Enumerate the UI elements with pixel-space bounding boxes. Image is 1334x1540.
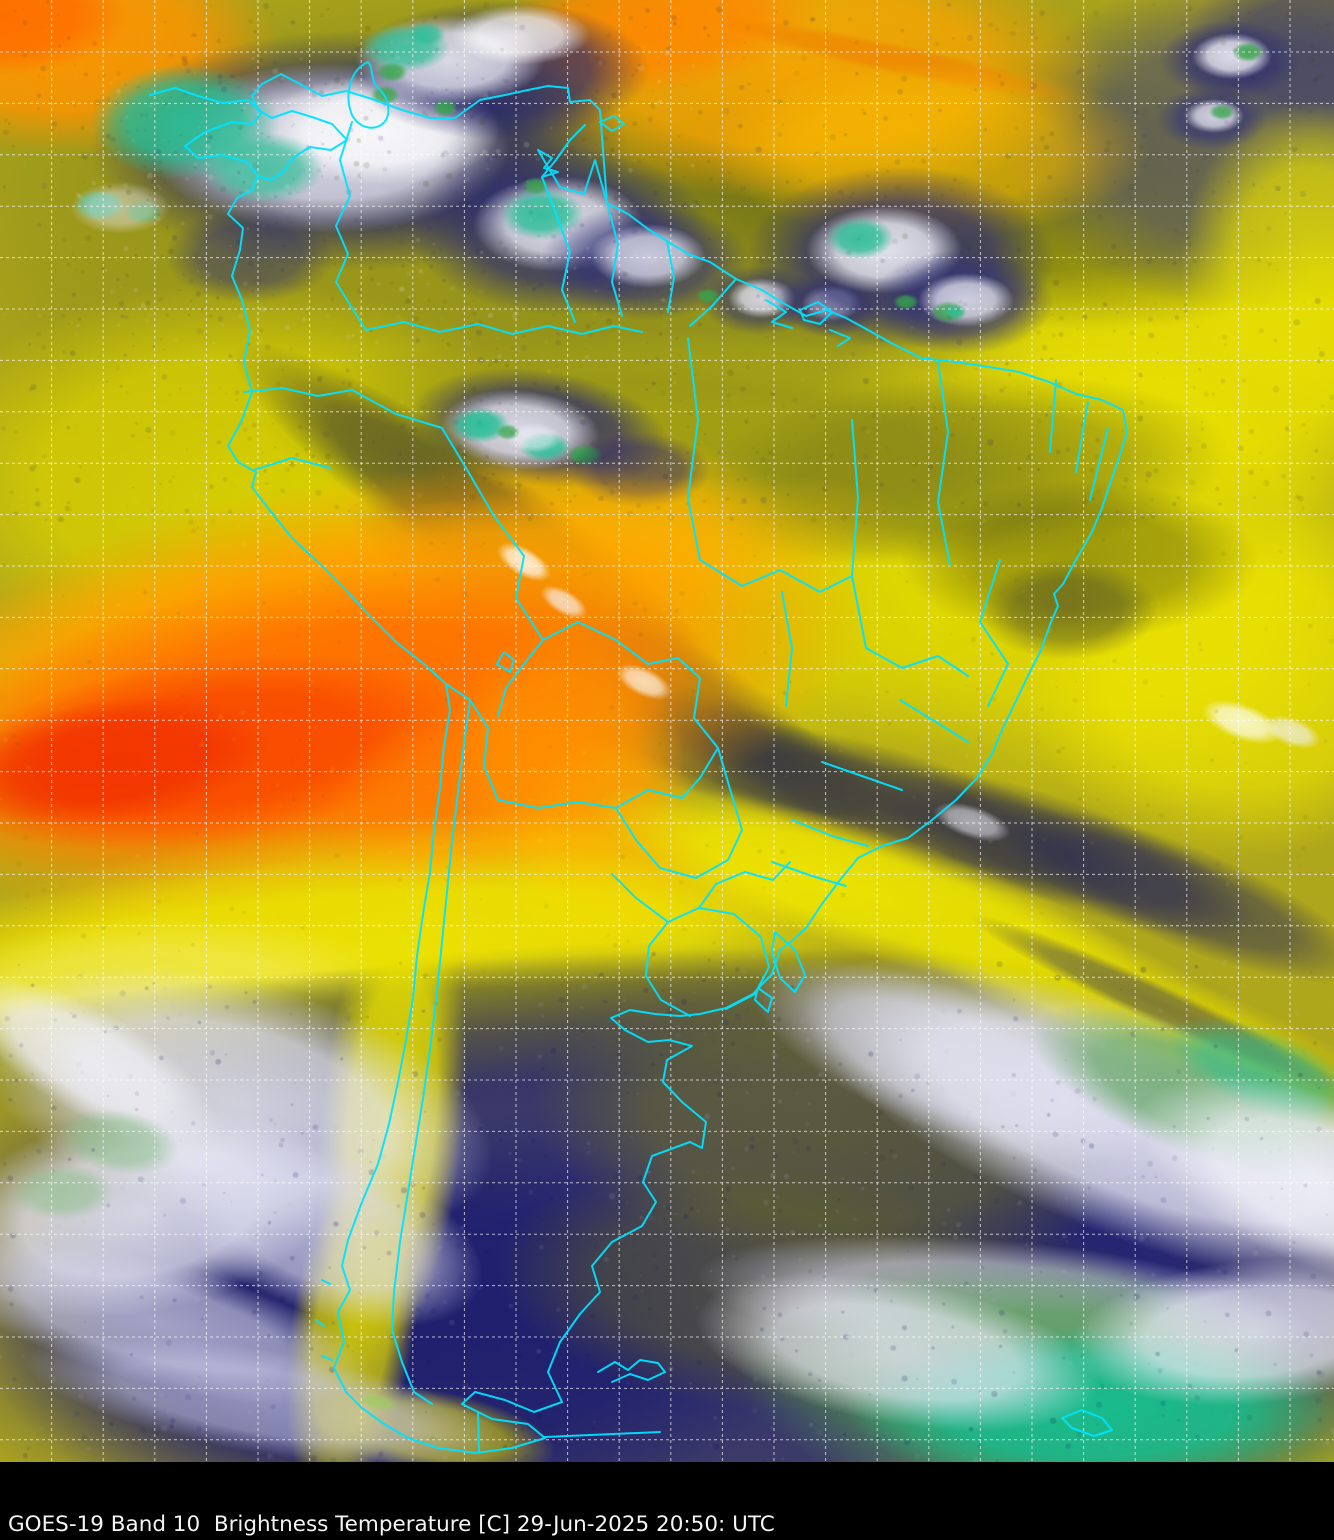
satellite-map [0,0,1334,1462]
country-and-state-borders [149,61,1128,1454]
graticule-and-borders-overlay [0,0,1334,1462]
caption-bar: GOES-19 Band 10 Brightness Temperature [… [0,1462,1334,1540]
caption-text: GOES-19 Band 10 Brightness Temperature [… [8,1512,775,1537]
lat-lon-graticule [0,0,1334,1462]
